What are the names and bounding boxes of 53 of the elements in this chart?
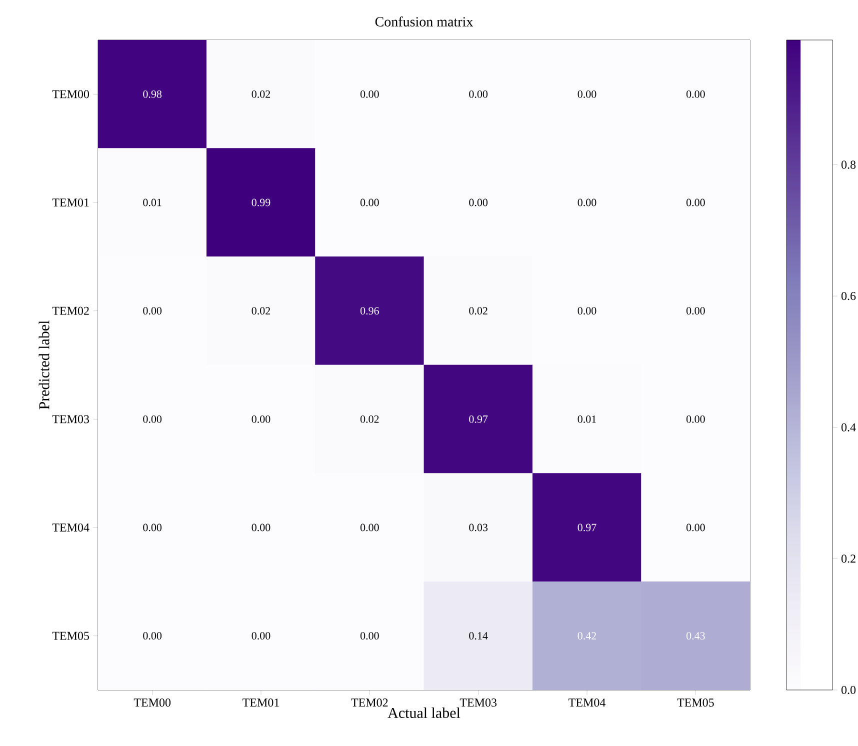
x-tick-label: TEM05 (677, 698, 714, 707)
data-label: 0.00 (686, 198, 705, 206)
data-label: 0.00 (578, 90, 596, 98)
data-label: 0.02 (360, 415, 379, 423)
data-label: 0.00 (578, 198, 596, 206)
data-label: 0.00 (252, 632, 270, 640)
x-tick-label: TEM01 (242, 698, 279, 707)
data-label: 0.00 (469, 90, 488, 98)
y-tick-label: TEM02 (52, 306, 89, 315)
data-label: 0.00 (686, 415, 705, 423)
y-tick-label: TEM05 (52, 632, 90, 640)
data-label: 0.00 (469, 198, 488, 206)
data-label: 0.03 (469, 524, 488, 532)
data-label: 0.02 (469, 307, 488, 315)
y-axis-title: Predicted label (38, 320, 50, 410)
y-tick-label: TEM00 (52, 90, 90, 98)
data-label: 0.01 (578, 415, 596, 423)
x-tick-label: TEM04 (568, 698, 606, 707)
x-tick-label: TEM00 (134, 698, 171, 707)
y-tick-label: TEM01 (52, 198, 89, 207)
data-label: 0.42 (578, 632, 596, 640)
data-label: 0.00 (360, 632, 379, 640)
y-tick-label: TEM03 (52, 415, 90, 424)
data-label: 0.00 (360, 524, 379, 532)
x-tick-label: TEM03 (460, 698, 497, 707)
data-label: 0.00 (143, 415, 162, 423)
data-label: 0.00 (143, 632, 162, 640)
x-tick-label: TEM02 (351, 698, 388, 707)
data-label: 0.00 (143, 307, 162, 315)
data-label: 0.00 (252, 415, 270, 423)
data-label: 0.00 (686, 90, 705, 98)
data-label: 0.97 (469, 415, 488, 423)
data-label: 0.98 (143, 90, 162, 98)
data-label: 0.02 (252, 90, 270, 98)
color-bar-label: 0.4 (841, 423, 856, 432)
data-label: 0.00 (360, 198, 379, 206)
data-label: 0.00 (360, 90, 379, 98)
color-bar-label: 0.2 (841, 554, 856, 563)
color-bar-label: 0.6 (841, 292, 856, 300)
color-bar-label: 0.8 (841, 160, 856, 169)
data-label: 0.96 (360, 307, 379, 315)
data-label: 0.43 (686, 632, 705, 640)
data-label: 0.02 (252, 307, 270, 315)
data-label: 0.00 (252, 524, 270, 532)
x-axis-title: Actual label (388, 707, 460, 718)
color-bar-label: 0.0 (841, 686, 856, 694)
y-tick-label: TEM04 (52, 523, 90, 532)
data-label: 0.97 (578, 524, 596, 532)
chart-title: Confusion matrix (375, 16, 474, 27)
data-label: 0.00 (578, 307, 596, 315)
data-label: 0.00 (143, 524, 162, 532)
data-label: 0.00 (686, 307, 705, 315)
data-label: 0.99 (252, 198, 270, 206)
